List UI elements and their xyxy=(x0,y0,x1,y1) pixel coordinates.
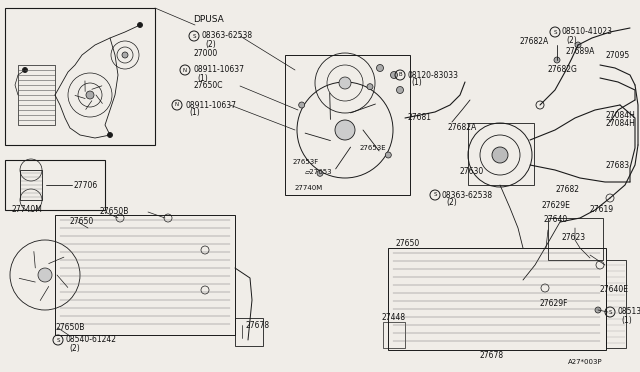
Text: 27640E: 27640E xyxy=(600,285,629,295)
Text: (1): (1) xyxy=(189,109,200,118)
Circle shape xyxy=(299,102,305,108)
Text: 08120-83033: 08120-83033 xyxy=(407,71,458,80)
Text: 27650B: 27650B xyxy=(100,208,129,217)
Text: 27740M: 27740M xyxy=(12,205,43,215)
Text: 27681: 27681 xyxy=(408,113,432,122)
Text: 27084H: 27084H xyxy=(605,119,635,128)
Circle shape xyxy=(554,57,560,63)
Circle shape xyxy=(86,91,94,99)
Text: A27*003P: A27*003P xyxy=(568,359,603,365)
Text: 27650: 27650 xyxy=(395,240,419,248)
Text: 08540-61242: 08540-61242 xyxy=(65,336,116,344)
Circle shape xyxy=(390,71,397,78)
Circle shape xyxy=(38,268,52,282)
Text: (1): (1) xyxy=(197,74,208,83)
Circle shape xyxy=(335,120,355,140)
Text: S: S xyxy=(608,310,612,314)
Circle shape xyxy=(317,170,323,176)
Text: 08513-61652: 08513-61652 xyxy=(617,308,640,317)
Text: (2): (2) xyxy=(446,199,457,208)
Circle shape xyxy=(339,77,351,89)
Circle shape xyxy=(122,52,128,58)
Circle shape xyxy=(595,307,601,313)
Text: 27000: 27000 xyxy=(193,48,217,58)
Text: 27682A: 27682A xyxy=(448,124,477,132)
Text: S: S xyxy=(433,192,436,198)
Circle shape xyxy=(385,152,391,158)
Bar xyxy=(55,215,235,335)
Text: S: S xyxy=(56,337,60,343)
Text: 08911-10637: 08911-10637 xyxy=(185,100,236,109)
Text: 27619: 27619 xyxy=(590,205,614,215)
Text: 27706: 27706 xyxy=(74,180,99,189)
Circle shape xyxy=(367,84,373,90)
Text: 27640: 27640 xyxy=(543,215,567,224)
Text: 27629F: 27629F xyxy=(540,298,568,308)
Text: 08510-41023: 08510-41023 xyxy=(562,28,613,36)
Text: B: B xyxy=(398,73,402,77)
Text: S: S xyxy=(192,33,196,38)
Text: 27683: 27683 xyxy=(605,160,629,170)
Bar xyxy=(383,322,405,348)
Text: 27740M: 27740M xyxy=(295,185,323,191)
Circle shape xyxy=(397,87,403,93)
Circle shape xyxy=(138,22,143,28)
Bar xyxy=(285,55,410,195)
Text: 27678: 27678 xyxy=(245,321,269,330)
Text: 08911-10637: 08911-10637 xyxy=(193,65,244,74)
Bar xyxy=(5,8,155,145)
Text: 27084H: 27084H xyxy=(605,110,635,119)
Text: N: N xyxy=(175,103,179,108)
Text: S: S xyxy=(553,29,557,35)
Text: N: N xyxy=(183,67,187,73)
Bar xyxy=(468,123,534,185)
Text: 27682G: 27682G xyxy=(548,65,578,74)
Text: 27629E: 27629E xyxy=(542,201,571,209)
Bar xyxy=(20,170,42,200)
Text: 27682A: 27682A xyxy=(520,38,549,46)
Text: ▱27653: ▱27653 xyxy=(305,169,333,175)
Text: 27623: 27623 xyxy=(561,234,585,243)
Text: 27650B: 27650B xyxy=(55,324,84,333)
Bar xyxy=(18,65,55,125)
Text: (1): (1) xyxy=(411,78,422,87)
Text: (2): (2) xyxy=(205,39,216,48)
Text: 27689A: 27689A xyxy=(565,48,595,57)
Circle shape xyxy=(492,147,508,163)
Text: 27630: 27630 xyxy=(460,167,484,176)
Text: 27650C: 27650C xyxy=(193,81,223,90)
Circle shape xyxy=(22,67,28,73)
Text: 27678: 27678 xyxy=(480,350,504,359)
Bar xyxy=(388,248,606,350)
Text: 27653E: 27653E xyxy=(360,145,387,151)
Bar xyxy=(235,318,263,346)
Text: (2): (2) xyxy=(69,343,80,353)
Circle shape xyxy=(575,42,581,48)
Text: 27682: 27682 xyxy=(555,186,579,195)
Circle shape xyxy=(108,132,113,138)
Text: 27448: 27448 xyxy=(381,314,405,323)
Text: (1): (1) xyxy=(621,315,632,324)
Bar xyxy=(548,218,603,260)
Text: 27095: 27095 xyxy=(605,51,629,60)
Bar xyxy=(5,160,105,210)
Bar xyxy=(606,260,626,348)
Text: 27653F: 27653F xyxy=(293,159,319,165)
Text: 08363-62538: 08363-62538 xyxy=(201,32,252,41)
Text: (2): (2) xyxy=(566,35,577,45)
Circle shape xyxy=(376,64,383,71)
Text: DPUSA: DPUSA xyxy=(193,16,224,25)
Text: 08363-62538: 08363-62538 xyxy=(442,190,493,199)
Text: 27650: 27650 xyxy=(70,218,94,227)
